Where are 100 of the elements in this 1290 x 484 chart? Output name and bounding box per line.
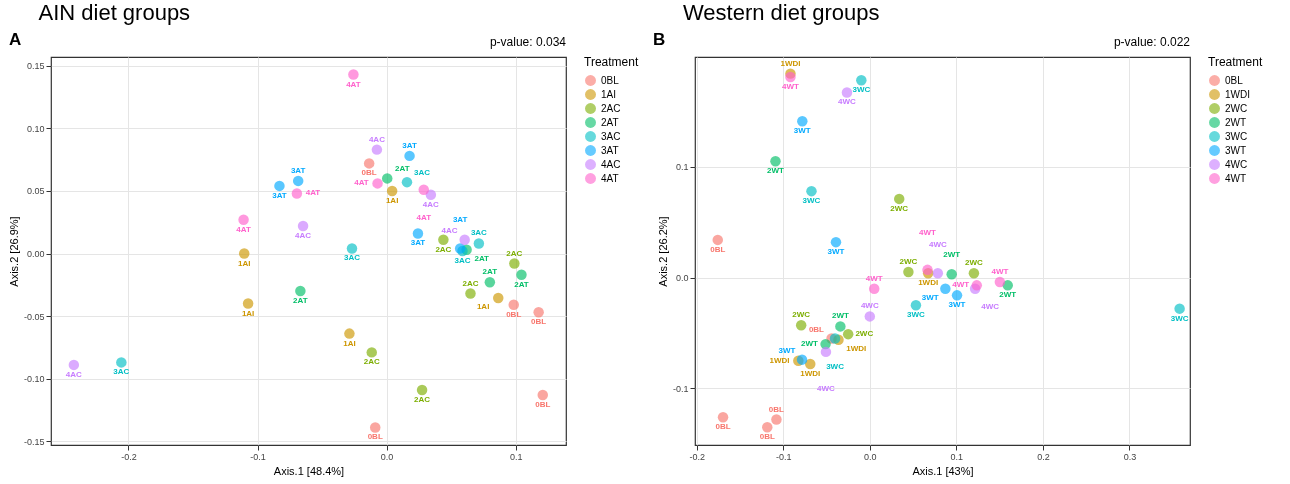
legend-title: Treatment [584,55,639,69]
text: 0BL [759,432,775,442]
y-tick-label: -0.10 [23,374,45,385]
legend-label: 3AC [601,130,621,142]
text: 4AC [368,134,385,144]
point [910,300,922,311]
point [951,290,963,301]
text: 4AC [422,199,439,209]
text: 2WT [767,166,784,176]
text: 4WT [952,280,970,290]
y-tick-label: 0.15 [26,61,45,72]
point [864,311,876,322]
chart-title: AIN diet groups [38,0,191,25]
legend-label: 2WC [1225,102,1248,114]
x-tick-label: -0.1 [250,451,266,462]
text: 4WT [991,267,1009,277]
point [292,175,304,187]
y-tick-label: 0.0 [675,273,689,284]
text: 2AC [435,244,452,254]
text: 2AC [414,394,431,404]
text: 3AT [290,165,306,175]
text: 4WT [782,81,799,91]
legend-label: 2AC [601,102,621,114]
text: 0BL [367,432,383,442]
point [492,292,504,304]
x-axis-title: Axis.1 [48.4%] [273,464,345,477]
text: 4WT [919,227,936,237]
text: 1AI [238,258,251,268]
point [940,283,951,294]
point [835,321,846,332]
text: 4AT [416,212,432,222]
point [968,267,980,279]
legend-label: 3WC [1225,130,1248,142]
point [762,422,773,433]
point [484,277,496,288]
point [295,285,306,297]
text: 0BL [535,399,551,409]
text: 2WC [899,257,918,267]
text: A [9,30,22,49]
text: 4AT [236,224,251,234]
point [401,176,413,188]
text: 2WT [943,250,961,260]
text: 2WT [831,311,849,321]
text: 3WC [802,196,821,206]
x-tick-label: 0.0 [380,451,394,462]
text: 3WT [948,300,966,310]
text: 3AC [470,228,487,238]
text: 3WT [827,247,845,257]
y-tick-label: -0.15 [23,436,45,447]
point [438,234,449,245]
x-tick-label: 0.2 [1037,451,1050,462]
point [381,173,393,184]
text: p-value: 0.034 [489,35,567,49]
legend-label: 0BL [601,74,620,86]
point [533,307,544,318]
chart-title: Western diet groups [683,0,880,25]
text: p-value: 0.022 [1113,35,1191,49]
point [770,155,781,167]
text: 4AC [441,225,458,235]
point [806,185,817,197]
text: 3WC [826,361,844,371]
text: 3AC [454,256,471,265]
y-tick-label: 0.1 [675,162,689,173]
text: 0BL [710,244,726,254]
text: 0BL [768,404,784,414]
point [785,71,796,83]
point [805,358,816,370]
text: 3WC [1170,313,1189,323]
text: 2AT [474,253,489,263]
legend-label: 0BL [1225,74,1244,86]
y-tick-label: -0.1 [672,383,689,394]
text: 3AC [113,367,130,377]
point [712,234,723,246]
text: 3AC [414,168,431,178]
text: 4AT [354,178,369,188]
point [932,267,944,279]
text: 2WT [801,339,818,349]
text: 4AC [295,230,312,240]
point [344,328,355,339]
text: 2AT [482,267,498,277]
text: 1WDI [780,58,801,68]
text: 3AT [402,140,417,150]
point [509,258,520,269]
legend-label: 4WT [1225,172,1247,184]
text: 4WC [838,97,856,107]
point [516,269,527,281]
legend-label: 1AI [601,88,617,100]
text: 4AT [346,79,361,89]
point [366,347,377,358]
text: 4WC [817,383,835,393]
legend-title: Treatment [1208,55,1263,69]
text: 0BL [715,422,731,432]
x-tick-label: 0.1 [509,451,523,462]
text: 1WDI [800,369,821,379]
text: 3AT [272,190,287,200]
point [830,236,842,248]
point [795,320,807,331]
point [346,243,358,254]
point [386,185,398,197]
text: 0BL [531,317,547,327]
